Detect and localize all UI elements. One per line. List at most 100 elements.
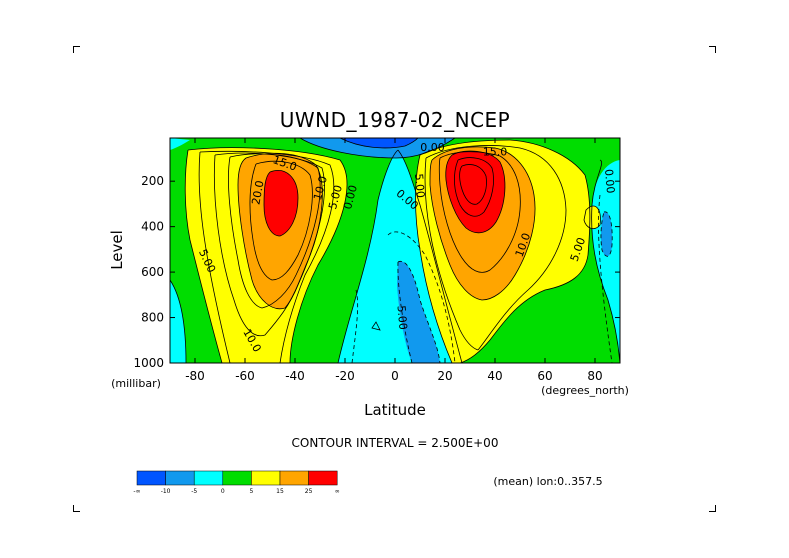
contour-label-text: 5.00 [412, 173, 427, 199]
contour-label-text: 20.0 [249, 179, 266, 205]
contour-label: 5.00 [394, 305, 409, 331]
contour-line-dashed [397, 260, 441, 363]
contour-label-text: 10.0 [311, 175, 330, 202]
fill-easterly-arctic [600, 211, 613, 257]
colorbar-label: -10 [161, 488, 171, 495]
contour-label: 20.0 [249, 179, 266, 205]
crop-marks [73, 46, 716, 512]
colorbar-swatch [165, 470, 195, 486]
contour-lines-negative [351, 194, 613, 363]
contour-line [187, 147, 348, 363]
contour-label-text: 0.00 [420, 141, 445, 154]
chart-title: UWND_1987-02_NCEP [280, 108, 510, 132]
contour-line [454, 157, 494, 217]
contour-line [228, 153, 321, 309]
y-tick-label: 200 [141, 174, 164, 188]
colorbar-swatch [222, 470, 252, 486]
colorbar-label: ∞ [335, 488, 340, 495]
y-tick-label: 1000 [133, 356, 164, 370]
contour-label-text: 15.0 [483, 146, 508, 159]
fill-easterly-equatorial [338, 150, 462, 363]
contour-line-dashed [351, 289, 359, 363]
contour-line [371, 321, 381, 331]
contour-line [425, 145, 567, 351]
x-tick-label: 40 [487, 369, 502, 383]
colorbar-swatch [136, 470, 166, 486]
x-tick-label: -40 [285, 369, 305, 383]
contour-label: 5.00 [412, 173, 427, 199]
fill-easterly-surface [397, 261, 440, 363]
colorbar-label: -∞ [133, 488, 140, 495]
contour-line [339, 138, 419, 149]
contour-line [213, 152, 325, 337]
contour-line [299, 138, 456, 159]
contour-line-dashed [600, 211, 613, 257]
contour-line [459, 164, 487, 205]
contour-label: 15.0 [483, 146, 508, 159]
colorbar-label: 0 [221, 488, 225, 495]
contour-line [249, 160, 313, 281]
fill-easterly-polar-south [170, 280, 186, 363]
y-axis-label: Level [108, 230, 126, 270]
contour-line [237, 152, 323, 310]
contour-line [419, 139, 591, 363]
contour-line-dashed [387, 231, 456, 363]
colorbar-swatch [279, 470, 309, 486]
contour-label-text: 5.00 [394, 305, 409, 331]
colorbar-label: -5 [191, 488, 197, 495]
colorbar-swatch [251, 470, 281, 486]
contour-line-dashed [598, 194, 613, 363]
colorbar-label: 15 [276, 488, 284, 495]
x-tick-label: -80 [185, 369, 205, 383]
fill-sh-jet-25 [264, 170, 298, 236]
contour-line-dashed [397, 261, 413, 363]
contour-line [424, 157, 479, 351]
x-axis-units: (degrees_north) [541, 384, 629, 397]
contour-label: 5.00 [326, 184, 345, 211]
contour-label: 0.00 [602, 168, 617, 194]
contour-line [337, 149, 399, 363]
y-axis: 200 400 600 800 1000 [133, 174, 620, 370]
fill-easterly-south-strat [170, 138, 190, 150]
x-tick-label: 80 [587, 369, 602, 383]
y-tick-label: 600 [141, 265, 164, 279]
contour-line [583, 205, 601, 230]
contour-line [184, 149, 223, 363]
colorbar: -∞ -10 -5 0 5 15 25 ∞ [133, 470, 340, 495]
contour-label: 10.0 [311, 175, 330, 202]
fill-nh-jet-25 [445, 150, 505, 233]
x-axis: -80 -60 -40 -20 0 20 40 60 80 [185, 138, 603, 383]
y-tick-label: 800 [141, 311, 164, 325]
x-tick-label: 60 [537, 369, 552, 383]
footer-note: (mean) lon:0..357.5 [493, 475, 602, 488]
contour-label: 0.00 [420, 141, 445, 154]
x-tick-label: 20 [437, 369, 452, 383]
contour-line [415, 154, 453, 363]
contour-label: 0.00 [341, 184, 360, 211]
contour-lines [170, 138, 620, 363]
contour-line [199, 150, 335, 363]
contour-line [198, 151, 231, 363]
contour-line [445, 150, 506, 234]
contour-label-text: 5.00 [326, 184, 345, 211]
contour-line [591, 159, 620, 363]
contour-interval-note: CONTOUR INTERVAL = 2.500E+00 [292, 436, 499, 450]
fill-nh-bump [584, 205, 601, 229]
colorbar-swatch [193, 470, 224, 486]
contour-line [170, 279, 187, 363]
y-axis-units: (millibar) [111, 377, 161, 390]
contour-label-text: 0.00 [602, 168, 617, 194]
x-tick-label: -20 [335, 369, 355, 383]
contour-line [263, 170, 299, 237]
x-axis-label: Latitude [364, 401, 426, 419]
contour-line [438, 151, 521, 273]
colorbar-label: 5 [249, 488, 253, 495]
y-tick-label: 400 [141, 220, 164, 234]
contour-line [397, 149, 463, 363]
fill-easterly-strat-core [340, 138, 418, 148]
colorbar-swatch [308, 470, 338, 486]
x-tick-label: -60 [235, 369, 255, 383]
contour-line [429, 146, 536, 301]
contour-label-text: 0.00 [341, 184, 360, 211]
